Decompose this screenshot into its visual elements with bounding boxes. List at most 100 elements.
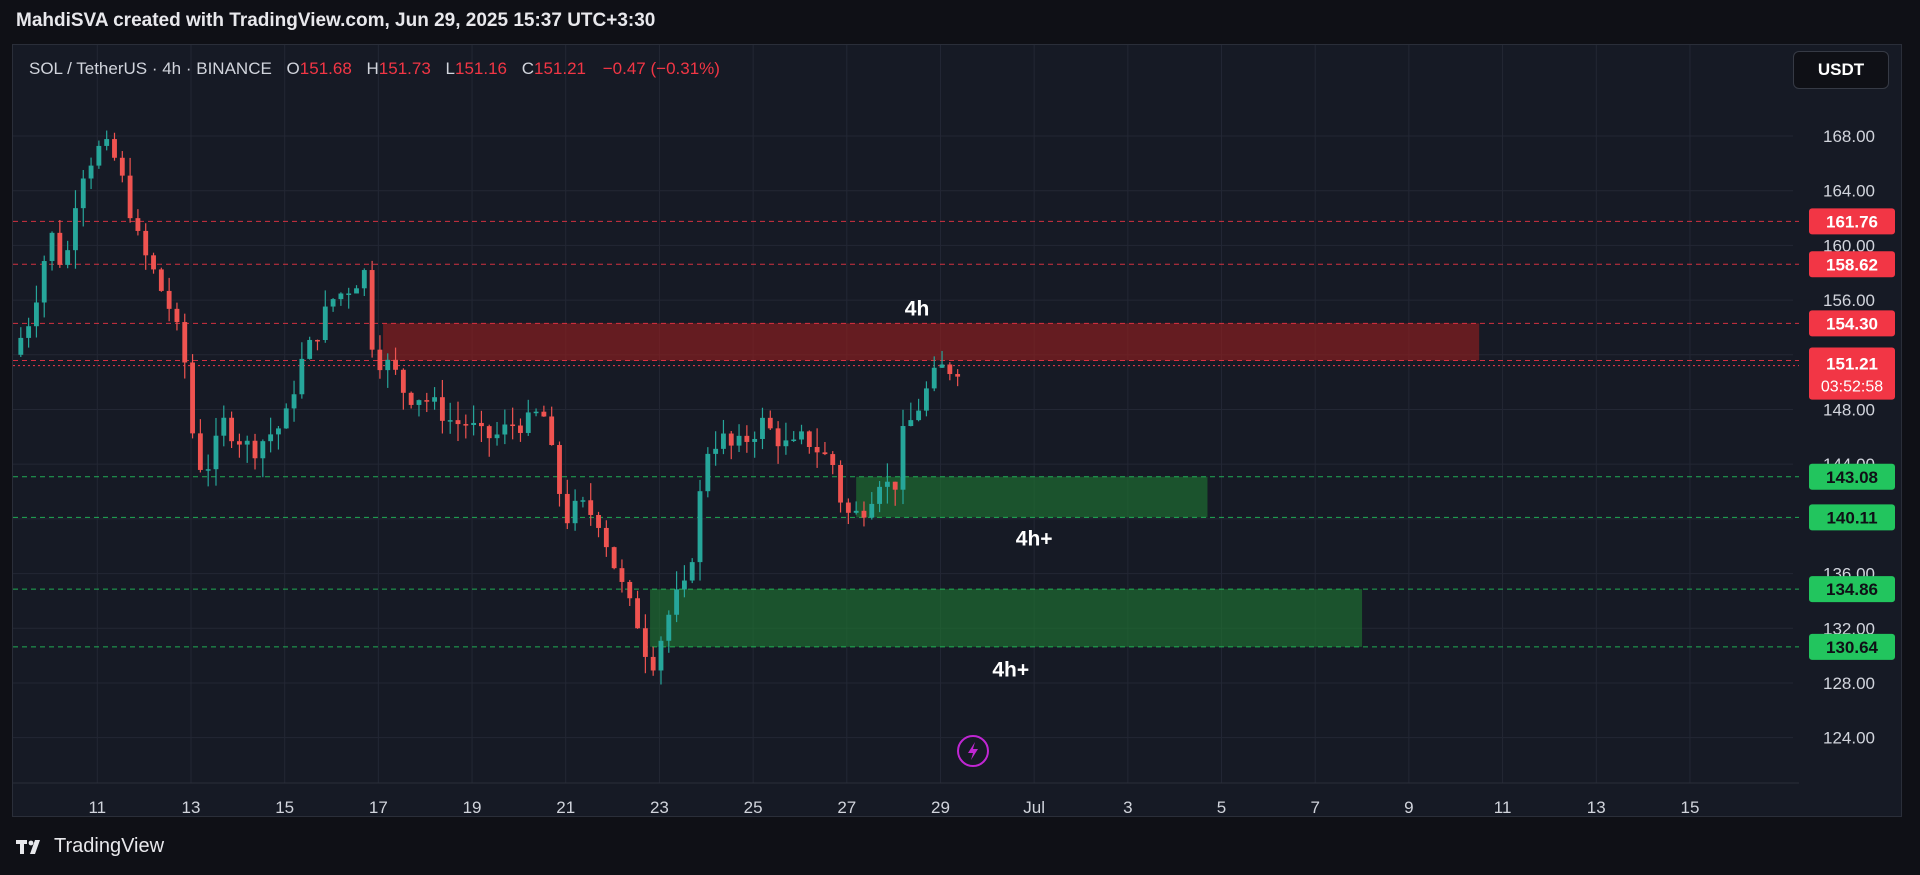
candle-body <box>767 417 773 429</box>
candle-body <box>822 452 828 455</box>
candle-body <box>463 424 469 426</box>
candle <box>197 419 203 473</box>
currency-button[interactable]: USDT <box>1793 51 1889 89</box>
replay-lightning-button[interactable] <box>957 735 989 767</box>
candle-body <box>73 208 78 251</box>
candle <box>861 501 867 527</box>
candle-body <box>518 425 523 433</box>
candle-body <box>674 589 680 615</box>
candle-body <box>338 293 344 300</box>
candle <box>924 381 929 417</box>
candle-body <box>744 435 750 442</box>
low-value: 151.16 <box>455 59 507 78</box>
candle <box>510 407 516 440</box>
price-tag-text: 161.76 <box>1826 212 1878 231</box>
candle-body <box>34 302 39 327</box>
candle-body <box>190 362 195 434</box>
candle <box>518 418 523 442</box>
candle <box>658 636 664 685</box>
candle-body <box>18 337 24 355</box>
candles[interactable] <box>18 130 961 685</box>
candle <box>479 410 484 442</box>
candle <box>135 209 141 236</box>
candle-body <box>213 435 219 470</box>
candle <box>830 451 836 475</box>
low-label: L <box>445 59 455 78</box>
candle <box>346 287 352 309</box>
candle-body <box>104 139 110 146</box>
candle <box>892 481 898 506</box>
current-price-text: 151.21 <box>1826 355 1878 374</box>
candle-body <box>330 299 336 307</box>
candle <box>877 481 882 513</box>
candle <box>783 422 789 455</box>
candle <box>26 317 32 348</box>
candle-body <box>533 411 539 414</box>
price-tag-bg <box>1809 633 1895 660</box>
y-tick-label: 124.00 <box>1823 729 1875 748</box>
candle-body <box>205 469 211 471</box>
candle <box>642 614 648 674</box>
candle-body <box>775 428 781 447</box>
candle <box>88 157 94 190</box>
chart-caption: MahdiSVA created with TradingView.com, J… <box>16 10 656 31</box>
candle <box>916 398 922 422</box>
candle <box>96 140 102 169</box>
candle <box>213 417 219 486</box>
y-tick-label: 128.00 <box>1823 674 1875 693</box>
zone-label: 4h <box>905 298 930 321</box>
y-tick-label: 148.00 <box>1823 400 1875 419</box>
candle <box>205 454 211 487</box>
price-tag-bg <box>1809 310 1895 337</box>
level-price-tag: 143.08 <box>1809 463 1895 490</box>
candle-body <box>783 440 789 447</box>
y-tick-label: 168.00 <box>1823 127 1875 146</box>
candle <box>166 277 172 322</box>
candle-body <box>283 408 289 429</box>
candle <box>158 267 164 292</box>
candle-body <box>814 447 820 453</box>
candle <box>385 353 391 388</box>
x-tick-label: 7 <box>1310 798 1319 816</box>
candle <box>354 285 359 294</box>
candle <box>221 405 227 447</box>
candle <box>557 441 562 507</box>
candle-body <box>884 481 890 487</box>
price-levels <box>13 220 1799 648</box>
candle <box>775 421 781 464</box>
candle <box>229 411 235 449</box>
candle-body <box>681 580 687 590</box>
candle <box>494 422 500 446</box>
candle-body <box>697 491 703 563</box>
candle <box>884 463 890 504</box>
candle <box>455 401 461 442</box>
candle-body <box>572 500 578 524</box>
candle <box>393 347 398 375</box>
candle <box>299 342 305 399</box>
candle-body <box>939 364 945 368</box>
candle <box>330 298 336 312</box>
candle-body <box>642 628 648 657</box>
candle <box>838 460 843 513</box>
y-tick-label: 160.00 <box>1823 236 1875 255</box>
candle <box>721 419 726 455</box>
candle-body <box>432 397 437 402</box>
candle <box>799 424 804 445</box>
candle <box>549 406 555 446</box>
high-label: H <box>366 59 379 78</box>
high-value: 151.73 <box>378 59 431 78</box>
candle <box>80 169 86 227</box>
candle <box>806 430 812 454</box>
candle-body <box>549 416 555 446</box>
candle-body <box>127 175 133 219</box>
candle <box>900 409 906 505</box>
x-tick-label: 27 <box>837 798 856 816</box>
candle-body <box>447 420 453 422</box>
candle <box>18 327 24 358</box>
lightning-icon <box>968 742 978 760</box>
candle <box>533 408 539 417</box>
candle-body <box>174 308 180 323</box>
candle-body <box>541 411 547 417</box>
